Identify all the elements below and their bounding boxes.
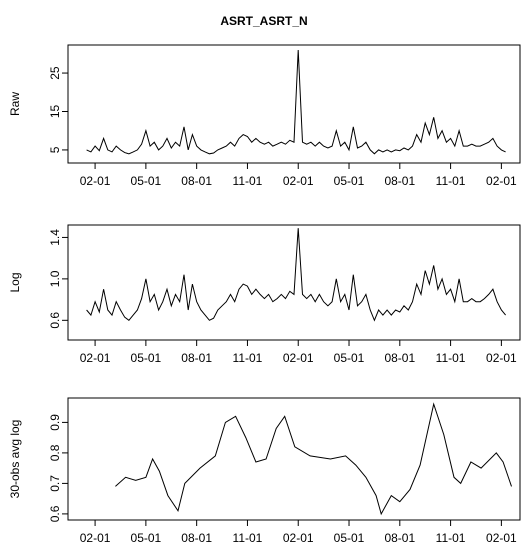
y-tick-label: 0.6: [48, 312, 62, 329]
x-tick-label: 08-01: [181, 531, 212, 545]
x-tick-label: 05-01: [334, 174, 365, 188]
series-line: [86, 228, 506, 322]
y-tick-label: 5: [48, 146, 62, 153]
x-tick-label: 08-01: [384, 531, 415, 545]
y-tick-label: 1.4: [48, 229, 62, 246]
x-tick-label: 11-01: [233, 531, 263, 545]
plot-box: [67, 44, 521, 164]
x-tick-label: 05-01: [131, 174, 162, 188]
y-tick-label: 0.8: [48, 444, 62, 461]
plot-box: [67, 224, 521, 341]
series-line: [115, 402, 512, 516]
y-tick-label: 0.7: [48, 475, 62, 492]
x-tick-label: 02-01: [80, 531, 111, 545]
x-tick-label: 02-01: [283, 531, 314, 545]
y-tick-label: 0.6: [48, 505, 62, 522]
y-tick-label: 0.9: [48, 414, 62, 431]
x-tick-label: 05-01: [131, 531, 162, 545]
y-axis-label: 30-obs avg log: [8, 420, 22, 499]
x-tick-label: 05-01: [334, 531, 365, 545]
x-tick-label: 11-01: [233, 174, 263, 188]
x-tick-label: 11-01: [436, 531, 466, 545]
x-tick-label: 02-01: [283, 351, 314, 365]
x-tick-label: 02-01: [486, 174, 517, 188]
x-tick-label: 08-01: [384, 174, 415, 188]
x-tick-label: 02-01: [486, 531, 517, 545]
y-tick-label: 25: [48, 66, 62, 80]
x-tick-label: 05-01: [334, 351, 365, 365]
y-tick-label: 15: [48, 105, 62, 119]
x-tick-label: 08-01: [181, 351, 212, 365]
x-tick-label: 08-01: [384, 351, 415, 365]
chart-title: ASRT_ASRT_N: [220, 14, 307, 28]
y-axis-label: Raw: [8, 92, 22, 116]
plot-box: [67, 397, 521, 521]
x-tick-label: 02-01: [283, 174, 314, 188]
series-line: [86, 49, 506, 155]
y-axis-label: Log: [8, 272, 22, 292]
x-tick-label: 11-01: [436, 351, 466, 365]
y-tick-label: 1.0: [48, 270, 62, 287]
x-tick-label: 11-01: [233, 351, 263, 365]
x-tick-label: 02-01: [486, 351, 517, 365]
x-tick-label: 05-01: [131, 351, 162, 365]
x-tick-label: 11-01: [436, 174, 466, 188]
x-tick-label: 02-01: [80, 174, 111, 188]
x-tick-label: 02-01: [80, 351, 111, 365]
x-tick-label: 08-01: [181, 174, 212, 188]
